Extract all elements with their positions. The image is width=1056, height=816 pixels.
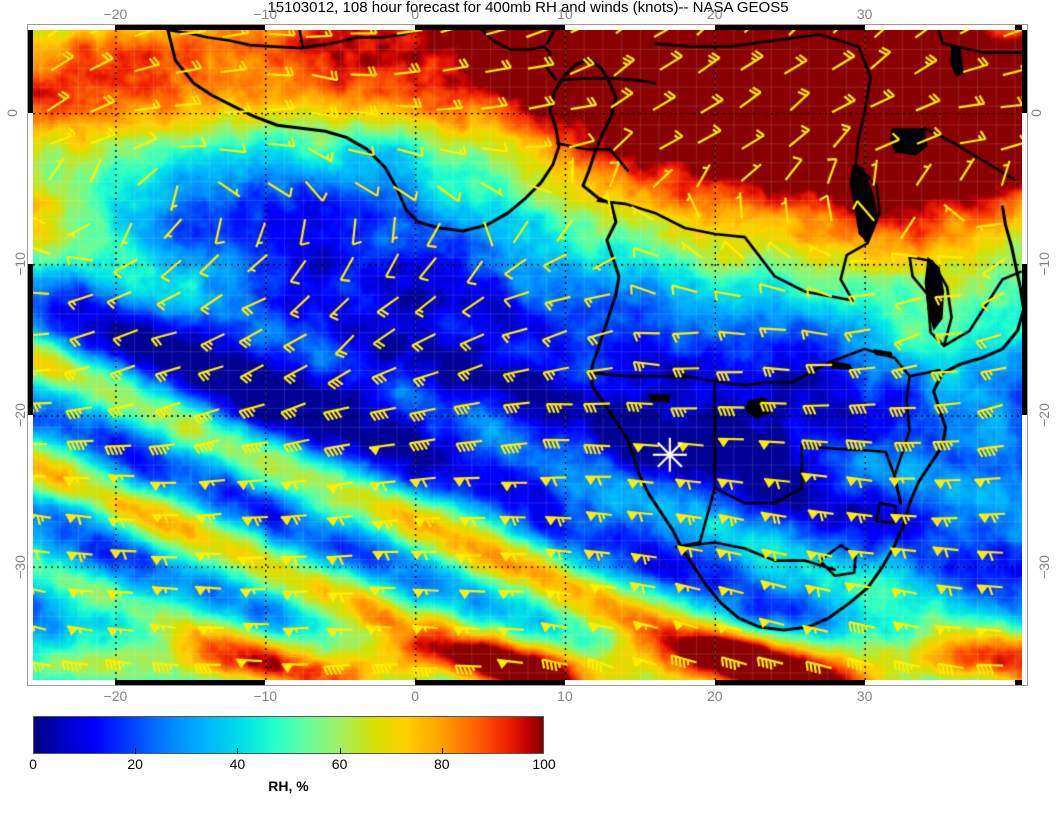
colorbar-tick-3 xyxy=(339,748,341,754)
frame-line xyxy=(1027,24,1028,686)
frame-line xyxy=(27,685,1028,686)
frame-segment xyxy=(28,264,33,416)
frame-segment xyxy=(714,680,865,685)
y-axis-tick-right-0: 0 xyxy=(1027,109,1044,118)
frame-segment xyxy=(1022,30,1027,114)
colorbar-label-1: 20 xyxy=(127,756,143,772)
frame-segment xyxy=(714,25,865,30)
x-axis-tick-top-0: −20 xyxy=(103,6,128,22)
map-plot-area[interactable] xyxy=(33,30,1022,680)
colorbar-gradient xyxy=(33,716,544,754)
x-axis-tick-bot-2: 0 xyxy=(411,688,420,704)
y-axis-tick-left-1: −10 xyxy=(11,252,28,277)
y-axis-tick-left-3: −30 xyxy=(11,554,28,579)
page-title: 15103012, 108 hour forecast for 400mb RH… xyxy=(267,0,789,16)
colorbar-tick-2 xyxy=(237,748,239,754)
x-axis-tick-bot-1: −10 xyxy=(253,688,278,704)
x-axis-tick-bot-0: −20 xyxy=(103,688,128,704)
x-axis-tick-top-2: 0 xyxy=(411,6,420,22)
colorbar-tick-4 xyxy=(441,748,443,754)
y-axis-tick-right-2: −20 xyxy=(1035,403,1052,428)
y-axis-tick-right-3: −30 xyxy=(1035,554,1052,579)
x-axis-tick-top-4: 20 xyxy=(707,6,723,22)
y-axis-tick-left-0: 0 xyxy=(3,109,20,118)
frame-segment xyxy=(28,30,33,114)
frame-line xyxy=(27,24,1028,25)
colorbar-title: RH, % xyxy=(268,778,309,794)
frame-segment xyxy=(115,680,266,685)
y-axis-tick-left-2: −20 xyxy=(11,403,28,428)
frame-segment xyxy=(1014,680,1022,685)
x-axis-tick-bot-4: 20 xyxy=(707,688,723,704)
colorbar[interactable] xyxy=(33,716,544,754)
x-axis-tick-bot-3: 10 xyxy=(557,688,573,704)
colorbar-label-2: 40 xyxy=(229,756,246,772)
map-frame xyxy=(27,24,1028,686)
frame-segment xyxy=(115,25,266,30)
frame-line xyxy=(27,24,28,686)
x-axis-tick-top-5: 30 xyxy=(856,6,873,22)
colorbar-label-0: 0 xyxy=(29,756,37,772)
colorbar-label-3: 60 xyxy=(331,756,348,772)
colorbar-label-5: 100 xyxy=(532,756,556,772)
frame-segment xyxy=(415,25,565,30)
colorbar-label-4: 80 xyxy=(434,756,450,772)
rh-heatmap-canvas[interactable] xyxy=(33,30,1022,680)
x-axis-tick-top-1: −10 xyxy=(253,6,278,22)
frame-segment xyxy=(1014,25,1022,30)
x-axis-tick-top-3: 10 xyxy=(557,6,573,22)
colorbar-tick-1 xyxy=(135,748,137,754)
y-axis-tick-right-1: −10 xyxy=(1035,252,1052,277)
frame-segment xyxy=(1022,264,1027,416)
x-axis-tick-bot-5: 30 xyxy=(856,688,873,704)
frame-segment xyxy=(415,680,565,685)
